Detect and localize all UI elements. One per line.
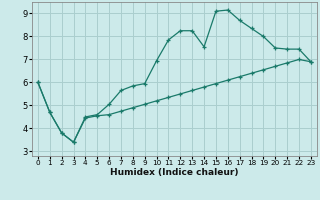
X-axis label: Humidex (Indice chaleur): Humidex (Indice chaleur)	[110, 168, 239, 177]
